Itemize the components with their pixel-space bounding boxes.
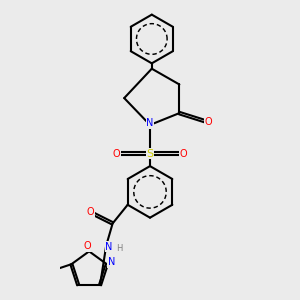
Text: H: H xyxy=(117,244,123,253)
Text: N: N xyxy=(108,257,116,267)
Text: O: O xyxy=(87,207,94,217)
Text: O: O xyxy=(112,148,120,159)
Text: S: S xyxy=(146,148,154,159)
Text: O: O xyxy=(205,117,212,127)
Text: O: O xyxy=(83,241,91,251)
Text: N: N xyxy=(146,118,154,128)
Text: O: O xyxy=(180,148,188,159)
Text: N: N xyxy=(105,242,113,252)
